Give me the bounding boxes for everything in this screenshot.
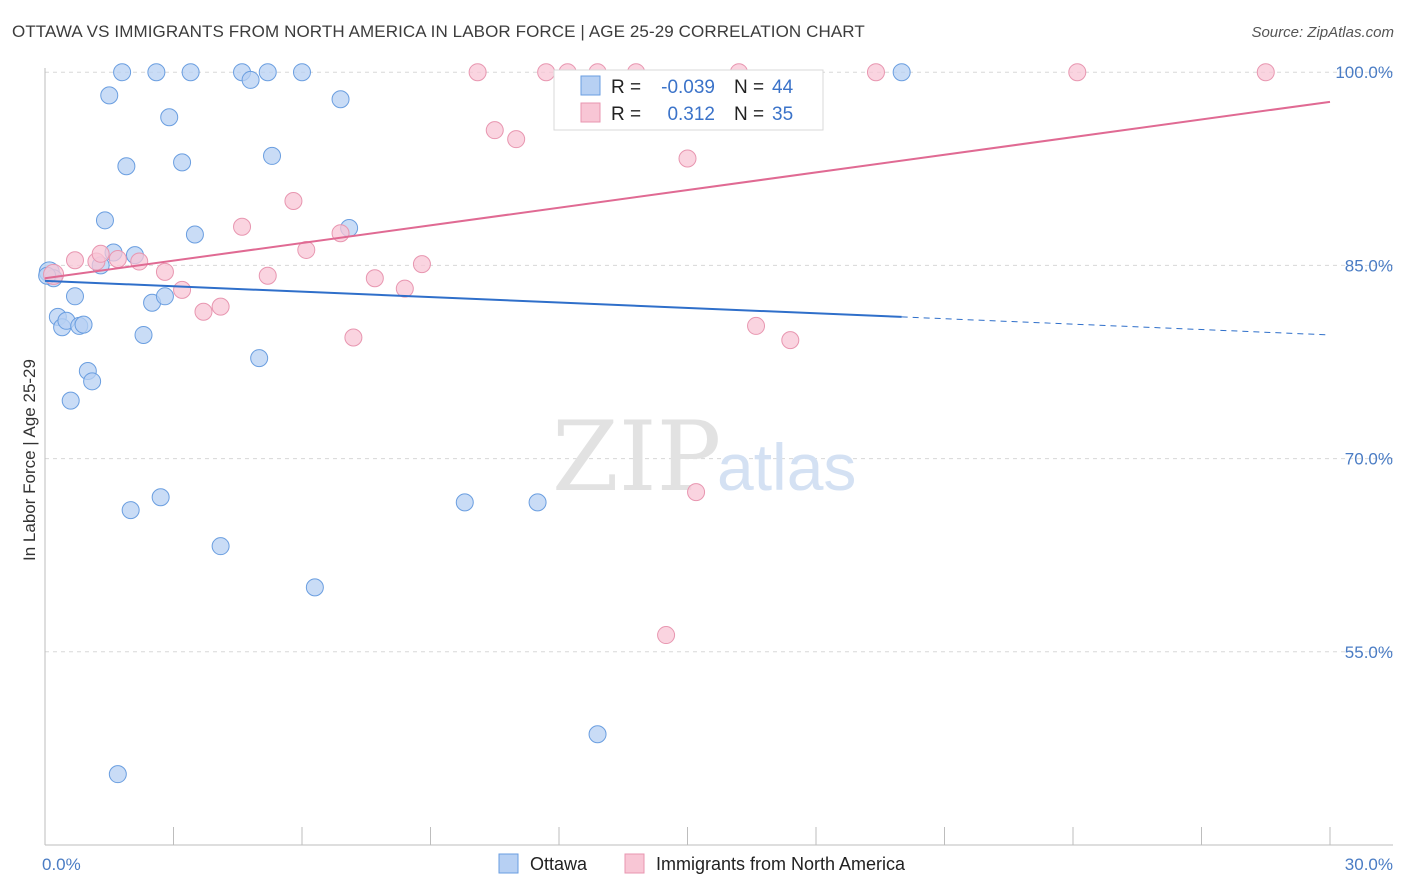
ottawa-point-23 xyxy=(151,488,170,507)
chart-title: OTTAWA VS IMMIGRANTS FROM NORTH AMERICA … xyxy=(12,22,865,41)
y-tick-label-2: 70.0% xyxy=(1345,450,1393,469)
immigrants-point-19 xyxy=(468,63,487,82)
immigrants-points xyxy=(43,63,1275,645)
immigrants-point-34 xyxy=(1256,63,1275,82)
immigrants-point-28 xyxy=(687,483,706,502)
ottawa-point-37 xyxy=(331,90,350,109)
immigrants-point-30 xyxy=(747,316,766,335)
ottawa-point-20 xyxy=(134,325,153,344)
ottawa-trend-line-extension xyxy=(901,316,1331,336)
legend-n-label-ottawa: N = xyxy=(734,77,764,98)
x-tick-label-1: 30.0% xyxy=(1345,855,1393,874)
legend-r-label-ottawa: R = xyxy=(611,77,641,98)
ottawa-point-13 xyxy=(100,86,119,105)
ottawa-point-34 xyxy=(263,146,282,165)
bottom-legend-label-ottawa: Ottawa xyxy=(530,854,588,874)
ottawa-point-15 xyxy=(108,765,127,784)
immigrants-point-16 xyxy=(365,269,384,288)
legend-r-value-immigrants: 0.312 xyxy=(667,104,715,125)
bottom-legend: Ottawa Immigrants from North America xyxy=(498,853,906,874)
ottawa-point-12 xyxy=(95,211,114,230)
ottawa-point-35 xyxy=(293,63,311,82)
immigrants-point-6 xyxy=(155,262,174,281)
ottawa-point-39 xyxy=(455,493,474,512)
immigrants-point-8 xyxy=(194,302,213,321)
immigrants-point-32 xyxy=(866,63,885,82)
axes xyxy=(44,68,1393,846)
y-tick-label-1: 85.0% xyxy=(1345,256,1393,275)
immigrants-point-7 xyxy=(173,280,192,299)
immigrants-point-10 xyxy=(233,217,252,236)
legend-box: R = -0.039 N = 44 R = 0.312 N = 35 xyxy=(553,69,824,131)
immigrants-point-3 xyxy=(91,244,110,263)
x-tick-label-0: 0.0% xyxy=(42,855,81,874)
immigrants-point-5 xyxy=(130,252,149,271)
ottawa-point-41 xyxy=(588,725,607,744)
watermark: ZIP atlas xyxy=(552,401,856,513)
immigrants-point-31 xyxy=(781,331,800,350)
legend-r-value-ottawa: -0.039 xyxy=(661,77,715,98)
ottawa-trend-line xyxy=(44,279,902,318)
ottawa-point-16 xyxy=(113,63,132,82)
ottawa-point-31 xyxy=(241,70,260,89)
y-axis-label: In Labor Force | Age 25-29 xyxy=(20,359,39,561)
ottawa-point-5 xyxy=(61,391,80,410)
ottawa-point-24 xyxy=(155,287,174,306)
immigrants-point-4 xyxy=(108,249,127,268)
ottawa-point-36 xyxy=(305,578,324,597)
ottawa-point-17 xyxy=(117,157,136,176)
ottawa-point-8 xyxy=(74,315,93,334)
ottawa-point-28 xyxy=(185,225,204,244)
immigrants-point-22 xyxy=(537,63,556,82)
source-label: Source: ZipAtlas.com xyxy=(1251,24,1394,41)
bottom-legend-swatch-immigrants xyxy=(624,853,645,874)
immigrants-point-27 xyxy=(678,149,697,168)
ottawa-point-6 xyxy=(65,287,84,306)
grid-lines xyxy=(45,71,1393,653)
immigrants-point-9 xyxy=(211,297,230,316)
ottawa-point-10 xyxy=(83,372,102,391)
immigrants-point-33 xyxy=(1068,63,1087,82)
watermark-atlas-text: atlas xyxy=(717,430,856,504)
legend-n-value-immigrants: 35 xyxy=(772,104,793,125)
ottawa-point-32 xyxy=(250,349,269,368)
ottawa-point-40 xyxy=(528,493,547,512)
ottawa-point-22 xyxy=(147,63,166,82)
legend-swatch-ottawa xyxy=(580,75,601,96)
legend-n-value-ottawa: 44 xyxy=(772,77,794,98)
ottawa-point-33 xyxy=(258,63,277,82)
immigrants-point-11 xyxy=(258,266,277,285)
legend-r-label-immigrants: R = xyxy=(611,104,641,125)
legend-n-label-immigrants: N = xyxy=(734,104,764,125)
y-tick-label-0: 100.0% xyxy=(1335,63,1393,82)
ottawa-point-18 xyxy=(121,501,140,520)
bottom-legend-label-immigrants: Immigrants from North America xyxy=(656,854,906,874)
immigrants-trend-line xyxy=(44,100,1331,280)
ottawa-points xyxy=(38,63,911,784)
immigrants-point-0 xyxy=(43,263,65,285)
immigrants-point-17 xyxy=(395,279,414,298)
tick-labels: 100.0% 85.0% 70.0% 55.0% 0.0% 30.0% xyxy=(42,63,1393,874)
bottom-legend-swatch-ottawa xyxy=(498,853,519,874)
immigrants-point-20 xyxy=(485,121,504,140)
ottawa-point-29 xyxy=(211,537,230,556)
immigrants-point-21 xyxy=(507,130,526,149)
immigrants-point-15 xyxy=(344,328,363,347)
ottawa-point-42 xyxy=(892,63,911,82)
ottawa-point-27 xyxy=(181,63,200,82)
legend-swatch-immigrants xyxy=(580,102,601,123)
trend-lines xyxy=(44,100,1331,336)
ottawa-point-26 xyxy=(173,153,192,172)
ottawa-point-25 xyxy=(160,108,179,127)
y-tick-label-3: 55.0% xyxy=(1345,643,1393,662)
immigrants-point-18 xyxy=(412,255,431,274)
immigrants-point-26 xyxy=(657,626,676,645)
immigrants-point-12 xyxy=(284,192,303,210)
immigrants-point-1 xyxy=(65,251,84,270)
